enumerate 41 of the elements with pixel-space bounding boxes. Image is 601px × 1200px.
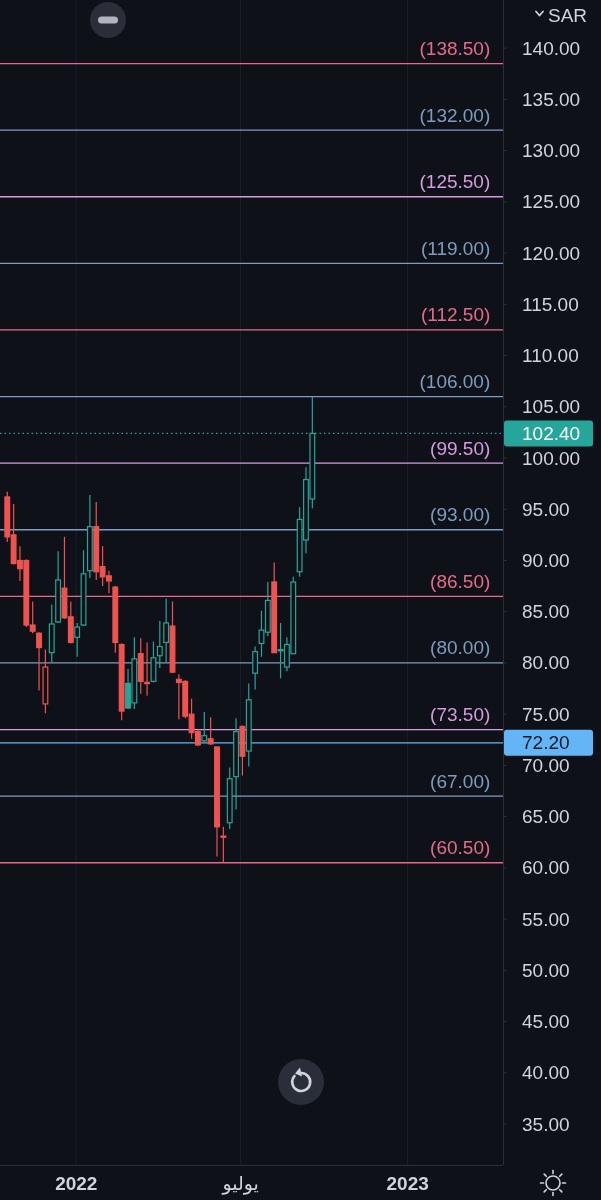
ylabel: SAR (548, 4, 588, 26)
y-tick-label: 130.00 (522, 140, 581, 162)
annotation: (60.50) (430, 837, 491, 859)
y-tick-label: 115.00 (522, 293, 579, 315)
ref-line-label: 102.40 (522, 422, 581, 444)
y-tick-label: 35.00 (522, 1113, 570, 1135)
y-tick-label: 90.00 (522, 549, 570, 571)
annotation: (125.50) (419, 171, 491, 193)
annotation: (112.50) (420, 304, 491, 326)
y-tick-label: 110.00 (522, 345, 579, 367)
annotation: (119.00) (420, 237, 491, 259)
y-tick-label: 95.00 (522, 498, 570, 520)
y-tick-label: 60.00 (522, 857, 570, 879)
y-tick-label: 40.00 (522, 1062, 570, 1084)
annotation: (67.00) (430, 770, 491, 792)
x-tick-label: 2023 (386, 1172, 429, 1194)
y-tick-label: 100.00 (522, 447, 581, 469)
ref-line-label: 72.20 (522, 732, 570, 754)
y-tick-label: 55.00 (522, 908, 570, 930)
annotation: (132.00) (419, 104, 491, 126)
y-tick-label: 105.00 (522, 396, 581, 418)
y-tick-label: 125.00 (522, 191, 581, 213)
y-tick-label: 70.00 (522, 754, 570, 776)
y-tick-label: 135.00 (522, 88, 581, 110)
y-tick-label: 75.00 (522, 703, 570, 725)
y-tick-label: 120.00 (522, 242, 581, 264)
y-tick-label: 65.00 (522, 806, 570, 828)
x-tick-label: 2022 (55, 1172, 98, 1194)
annotation: (73.50) (430, 704, 491, 726)
y-tick-label: 140.00 (522, 37, 581, 59)
annotation: (86.50) (430, 570, 491, 592)
x-tick-label: يوليو (221, 1172, 259, 1195)
y-tick-label: 80.00 (522, 652, 570, 674)
annotation: (80.00) (430, 637, 491, 659)
annotation: (138.50) (419, 38, 491, 60)
annotation: (99.50) (430, 437, 491, 459)
y-tick-label: 50.00 (522, 959, 570, 981)
y-tick-label: 45.00 (522, 1011, 570, 1033)
y-tick-label: 85.00 (522, 601, 570, 623)
annotation: (93.00) (430, 504, 491, 526)
annotation: (106.00) (419, 371, 491, 393)
